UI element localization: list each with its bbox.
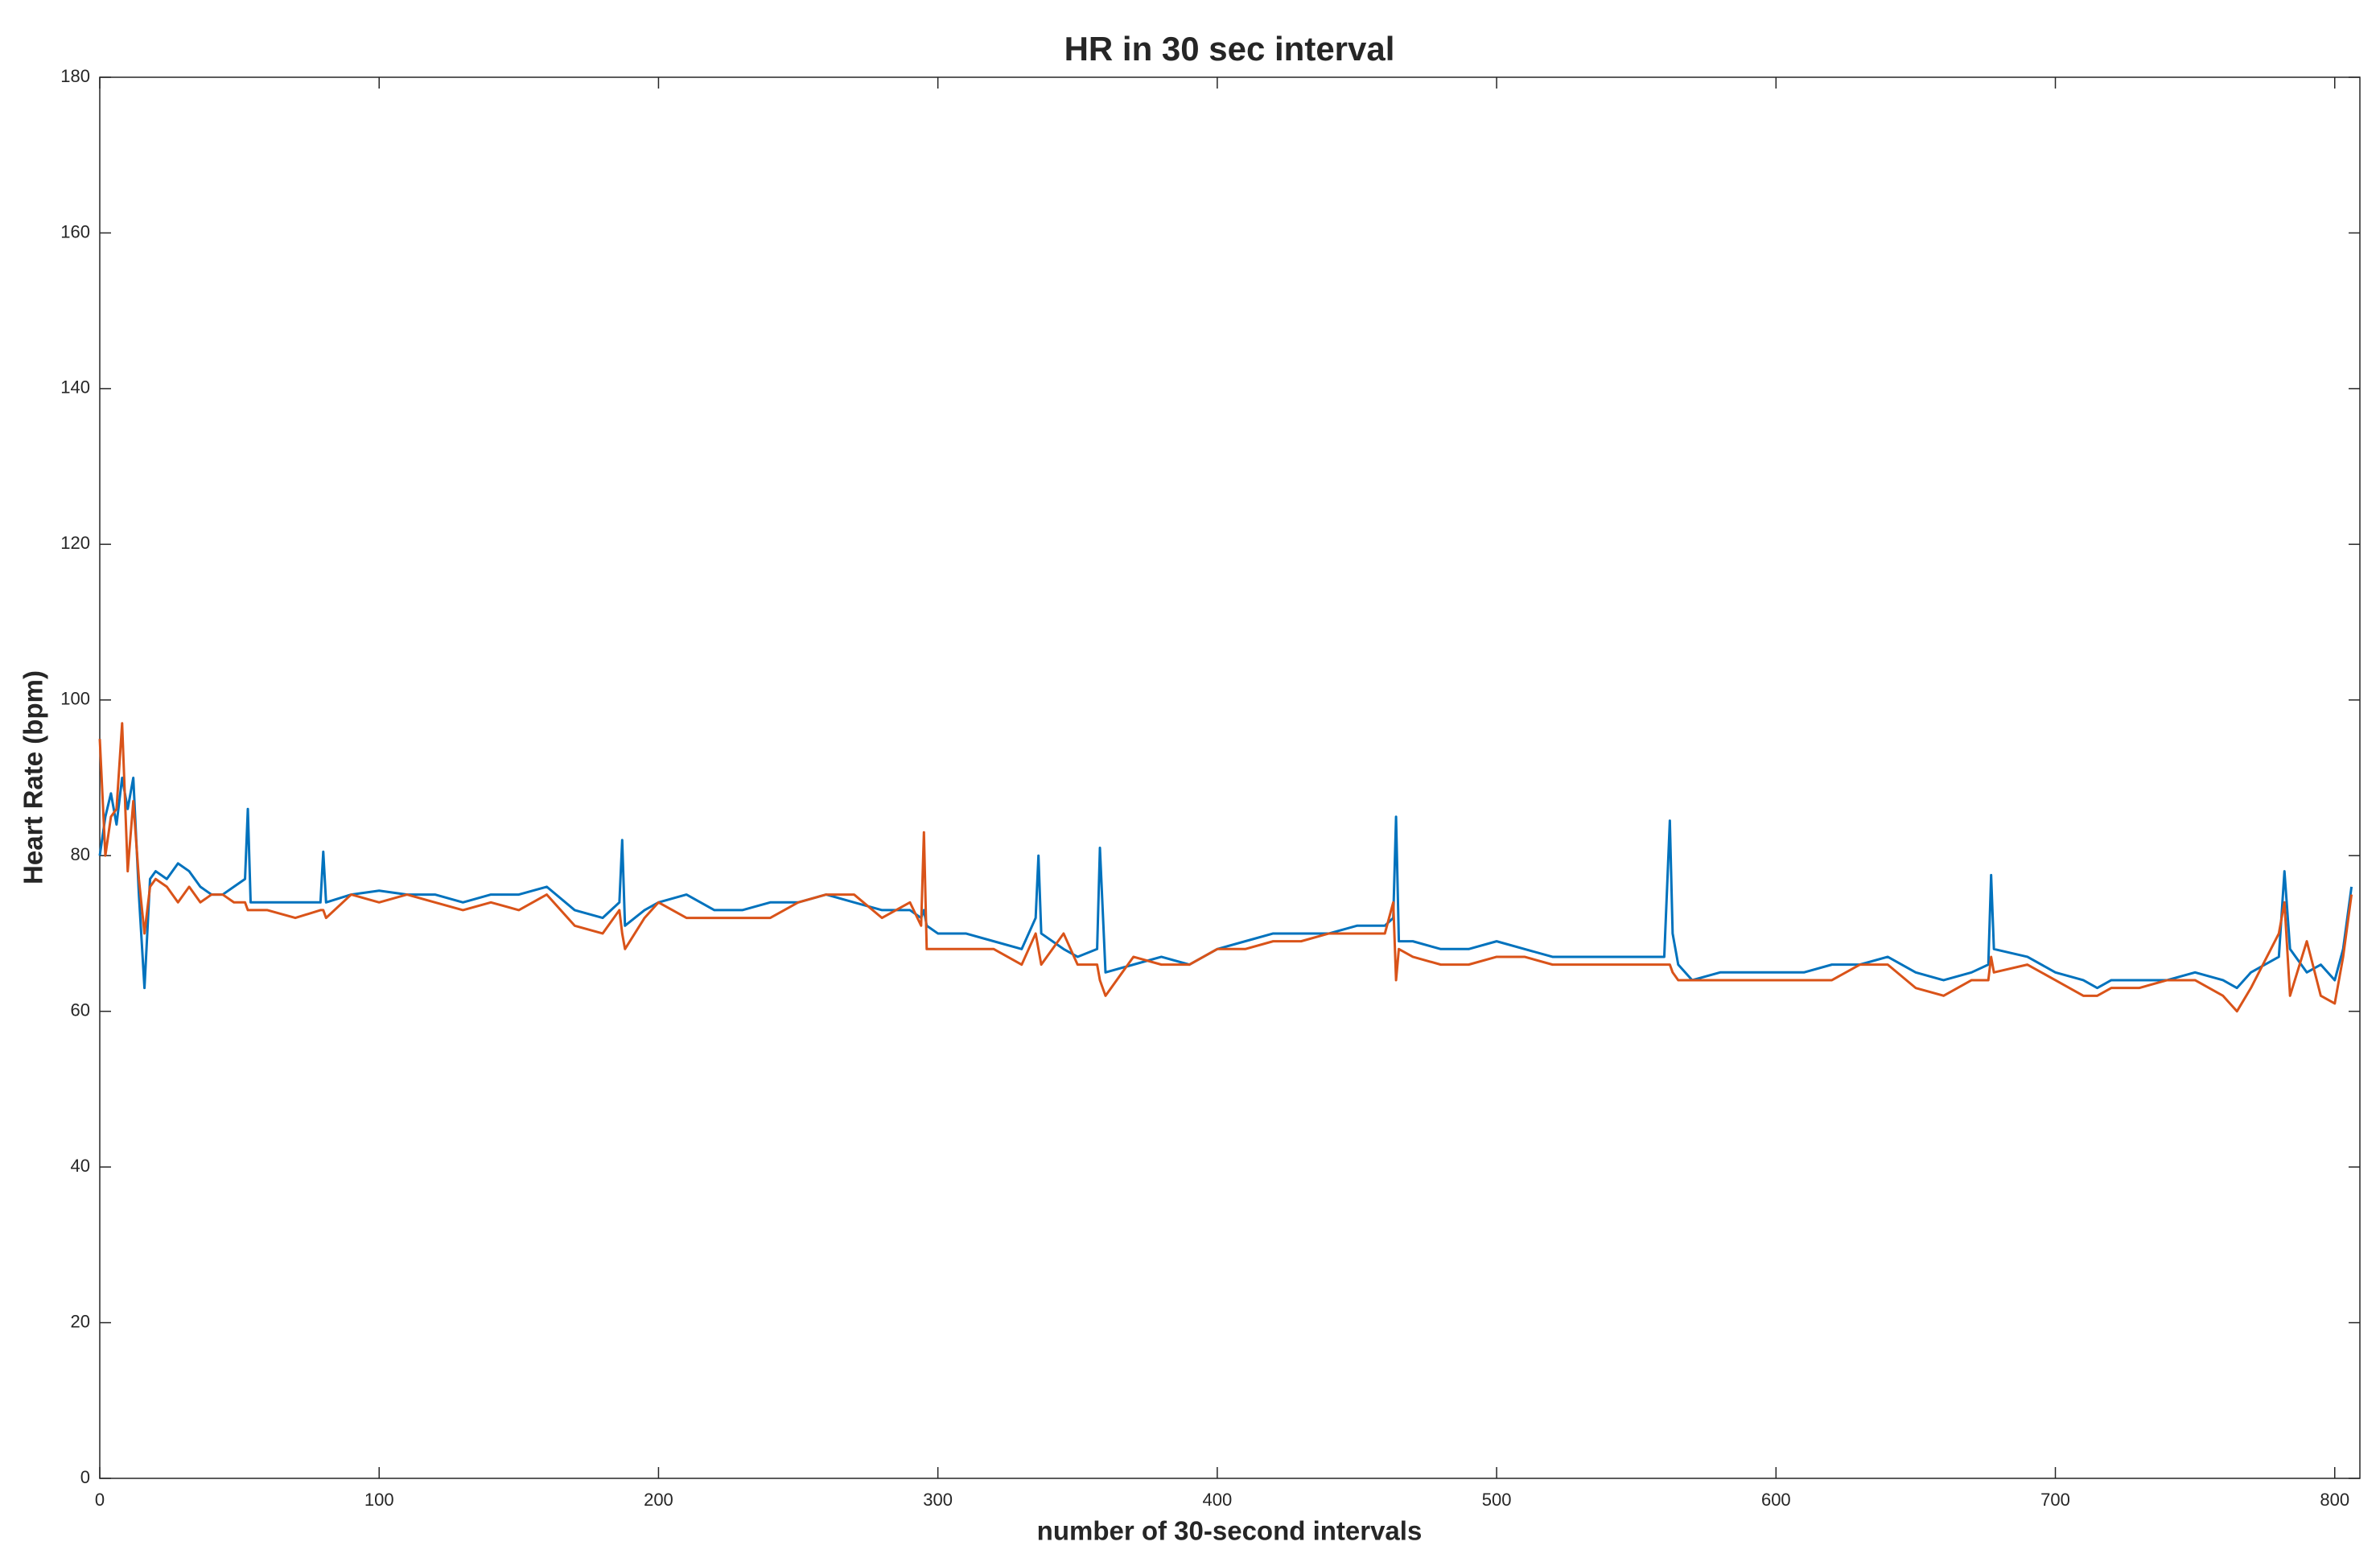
y-tick-label: 60	[71, 1000, 90, 1020]
y-tick-label: 0	[80, 1467, 90, 1487]
y-tick-label: 40	[71, 1156, 90, 1176]
x-tick-label: 500	[1482, 1490, 1512, 1510]
x-tick-label: 100	[364, 1490, 394, 1510]
x-axis-label: number of 30-second intervals	[1037, 1516, 1423, 1546]
chart-title: HR in 30 sec interval	[1064, 30, 1395, 68]
y-tick-label: 20	[71, 1311, 90, 1331]
x-tick-label: 300	[923, 1490, 953, 1510]
y-tick-label: 100	[60, 689, 90, 709]
x-tick-label: 200	[644, 1490, 673, 1510]
line-series	[98, 722, 2353, 1013]
y-tick-label: 140	[60, 377, 90, 398]
y-axis-label: Heart Rate (bpm)	[19, 670, 48, 884]
y-tick-label: 160	[60, 221, 90, 241]
x-tick-label: 700	[2040, 1490, 2070, 1510]
line-series	[98, 777, 2353, 990]
x-tick-label: 600	[1761, 1490, 1791, 1510]
y-tick-label: 80	[71, 844, 90, 864]
y-tick-label: 180	[60, 66, 90, 86]
plot-frame	[99, 76, 2361, 1479]
x-tick-label: 800	[2320, 1490, 2349, 1510]
x-tick-label: 400	[1203, 1490, 1233, 1510]
x-tick-label: 0	[95, 1490, 105, 1510]
y-tick-label: 120	[60, 533, 90, 553]
